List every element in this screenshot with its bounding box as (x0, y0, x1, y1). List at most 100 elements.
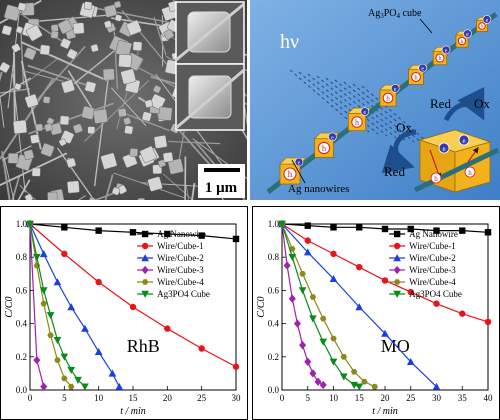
sem-nanowire (35, 45, 86, 103)
data-point (319, 338, 328, 346)
y-tick-label: 0.0 (16, 385, 28, 395)
sem-nanowire (3, 157, 15, 200)
ox-left-label: Ox (396, 120, 412, 135)
sem-cube-particle (88, 196, 97, 200)
sem-cube-particle (24, 93, 39, 108)
sem-nanowire (93, 192, 114, 200)
electron-circle (294, 157, 304, 167)
sem-cube-particle (132, 41, 143, 51)
sem-nanowire (120, 111, 170, 132)
data-point (141, 230, 149, 238)
sem-cube-particle (87, 126, 96, 135)
data-point (141, 290, 149, 298)
data-point (81, 383, 89, 391)
data-point (329, 274, 338, 282)
cube-on-wire: he (347, 107, 372, 132)
data-point (81, 324, 89, 332)
electron-symbol: e (466, 32, 469, 38)
sem-cube-particle (24, 193, 34, 200)
y-axis-label: C/C0 (256, 296, 267, 317)
legend: Ag Nanowire Wire/Cube-1 Wire/Cube-2 Wire/Cu… (389, 229, 462, 299)
sem-cube-particle (13, 119, 28, 135)
sem-cube-particle (1, 25, 13, 36)
sem-cube-particle (149, 93, 166, 110)
data-point (46, 312, 55, 320)
sem-cube-particle (123, 117, 132, 126)
legend-label: Wire/Cube-1 (409, 241, 456, 251)
hole-symbol: h (322, 144, 327, 153)
data-point (232, 363, 240, 370)
hole-circle (382, 92, 394, 104)
sem-cube-particle (15, 26, 24, 34)
sem-nanowire (67, 70, 93, 109)
sem-cube-particle (83, 1, 93, 10)
data-point (393, 265, 401, 275)
x-tick-label: 10 (329, 393, 339, 403)
sem-nanowire (93, 75, 110, 187)
data-point (53, 337, 62, 345)
hole-symbol: h (434, 175, 438, 183)
sem-nanowire (23, 58, 58, 86)
y-tick-label: 0.2 (16, 352, 27, 362)
sem-nanowire (178, 127, 186, 160)
data-point (484, 229, 492, 236)
hole-circle (283, 167, 297, 181)
sem-cube-particle (141, 111, 152, 122)
cube-on-wire: he (432, 45, 452, 66)
sem-cube-particle (100, 152, 118, 170)
hole-symbol: h (438, 56, 441, 62)
data-point (330, 335, 337, 342)
data-point (198, 345, 205, 352)
data-point (381, 225, 389, 233)
data-point (371, 383, 378, 390)
data-point (278, 220, 286, 228)
sem-cube-particle (50, 30, 59, 39)
data-point (40, 382, 48, 391)
data-point (393, 290, 401, 298)
sem-cube-particle (72, 123, 83, 134)
electron-circle (441, 45, 451, 55)
data-point (356, 263, 363, 271)
data-point (232, 235, 240, 243)
red-top-label: Red (430, 96, 451, 111)
sem-cube-particle (158, 106, 173, 121)
sem-nanowire (20, 13, 69, 47)
data-point (53, 278, 62, 286)
cube-on-wire: he (279, 157, 307, 185)
sem-cube-particle (93, 108, 109, 124)
sem-cube-particle (14, 83, 22, 91)
chart-mo: 0 5 10 15 20 25 30 35 40 0.0 0.2 0.4 0.6 0.8 1.0 t / mi… (252, 206, 500, 420)
sem-cube-particle (111, 187, 121, 196)
data-point (330, 224, 337, 231)
data-point (129, 229, 137, 236)
x-tick-label: 35 (458, 393, 468, 403)
dye-label: RhB (127, 336, 160, 356)
sem-cube-particle (118, 54, 132, 68)
x-tick-label: 15 (129, 393, 139, 403)
data-point (61, 224, 68, 231)
x-tick-label: 25 (406, 393, 416, 403)
series (278, 220, 364, 391)
data-point (283, 261, 291, 270)
nanowire-label-leader (291, 159, 306, 184)
data-point (39, 287, 48, 295)
data-point (141, 242, 149, 250)
electron-symbol: e (394, 87, 397, 93)
electron-circle (438, 142, 450, 154)
sem-cube-particle (129, 148, 139, 157)
sem-nanowire (1, 151, 11, 200)
big-cube-carriers: e e h h (430, 134, 476, 184)
sem-cube-particle (147, 176, 163, 192)
data-point (74, 376, 82, 384)
sem-cube-particle (23, 149, 35, 161)
sem-cube-particle (104, 4, 118, 18)
data-point (33, 355, 41, 365)
hole-symbol: h (288, 169, 293, 179)
sem-cube-particle (66, 157, 77, 168)
ox-top-label: Ox (474, 96, 490, 111)
data-point (459, 310, 466, 317)
sem-cube-particle (120, 68, 137, 85)
sem-image: 1 μm (0, 0, 247, 200)
sem-cube-particle (144, 99, 154, 108)
sem-nanowire (162, 173, 194, 200)
